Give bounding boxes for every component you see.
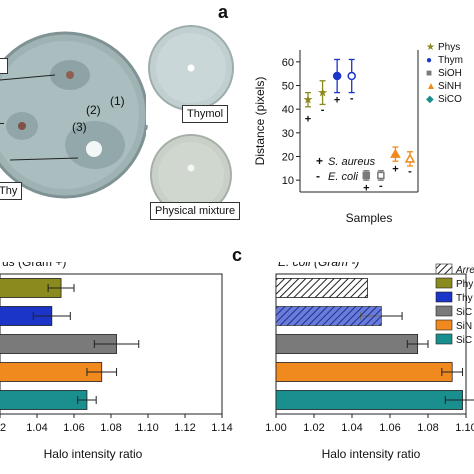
bar-hatch	[276, 306, 382, 326]
e-coli-marker: -	[408, 166, 412, 178]
x-tick-label: 1.14	[211, 422, 232, 434]
y-tick-label: 50	[282, 81, 294, 93]
x-tick-label: 1.08	[100, 422, 121, 434]
legend-swatch	[435, 263, 453, 275]
bar	[275, 278, 368, 298]
gram-positive-bar-chart: 02 1.04 1.06 1.08 1.10 1.12 1.14 Halo intensity…	[0, 262, 233, 461]
x-tick-label: 1.12	[174, 422, 195, 434]
y-tick-label: 40	[282, 104, 294, 116]
legend-symbol: ▲	[426, 81, 436, 92]
bar	[275, 334, 419, 354]
x-tick-label: 1.06	[379, 422, 400, 434]
zone-box-top	[0, 58, 8, 74]
legend-label: SiC	[456, 335, 472, 346]
data-point	[377, 171, 385, 180]
e-coli-marker: -	[379, 180, 383, 192]
physical-mixture-plate-photo	[146, 130, 238, 212]
marker-legend-label: E. coli	[328, 171, 359, 183]
e-coli-marker: -	[350, 92, 354, 104]
y-axis-title: Distance (pixels)	[253, 77, 267, 166]
x-tick-label: 1.10	[455, 422, 474, 434]
zone-label-1: (1)	[110, 94, 125, 108]
gram-negative-bar-chart: 1.00 1.02 1.04 1.06 1.08 1.10 Halo intensity r…	[265, 262, 474, 461]
legend-label: Thym	[438, 55, 463, 66]
marker-legend-symbol: +	[316, 154, 323, 168]
legend-label: SiCO	[438, 94, 462, 105]
x-tick-label: 02	[0, 422, 6, 434]
panel-letter-a: a	[218, 2, 229, 22]
marker-legend-label: S. aureus	[328, 156, 376, 168]
legend-symbol: ★	[426, 42, 435, 53]
legend-label: SiC	[456, 307, 472, 318]
chart-title: E. coli (Gram -)	[278, 262, 359, 269]
panel-letter-c: c	[232, 245, 243, 265]
data-point: ★	[303, 93, 314, 107]
legend-swatch	[435, 333, 453, 345]
legend-label: Phy	[456, 279, 473, 290]
x-tick-label: 1.08	[417, 422, 438, 434]
x-axis-title: Halo intensity ratio	[44, 447, 143, 461]
chart-title: us (Gram +)	[2, 262, 66, 269]
y-tick-label: 20	[282, 152, 294, 164]
legend-symbol: ■	[426, 68, 432, 79]
zone-label-2: (2)	[86, 103, 101, 117]
x-axis-title: Halo intensity ratio	[322, 447, 421, 461]
legend-swatch	[435, 291, 453, 303]
zone-box-mid	[0, 118, 4, 130]
legend-swatch	[435, 319, 453, 331]
x-tick-label: 1.10	[137, 422, 158, 434]
legend-label: Arre	[455, 265, 474, 276]
s-aureus-marker: +	[392, 163, 398, 175]
y-tick-label: 60	[282, 57, 294, 69]
thymol-label: Thymol	[182, 105, 229, 123]
e-coli-marker: -	[321, 104, 325, 116]
legend-swatch	[435, 277, 453, 289]
data-point	[332, 71, 342, 81]
data-point	[347, 71, 356, 81]
bar	[275, 362, 453, 382]
thy-label: Thy	[0, 182, 23, 200]
s-aureus-marker: +	[334, 95, 340, 107]
large-petri-dish-photo	[0, 20, 150, 205]
x-tick-label: 1.06	[63, 422, 84, 434]
x-axis-title: Samples	[346, 211, 393, 225]
data-point	[362, 171, 371, 180]
legend-symbol: ●	[426, 55, 432, 66]
x-tick-label: 1.04	[26, 422, 47, 434]
legend-label: SiNH	[438, 81, 461, 92]
legend-label: Phys	[438, 42, 460, 53]
legend-swatch	[435, 305, 453, 317]
bar	[275, 390, 463, 410]
x-tick-label: 1.04	[341, 422, 362, 434]
s-aureus-marker: +	[363, 182, 369, 194]
bar	[0, 390, 88, 410]
marker-legend-symbol: -	[316, 169, 320, 183]
legend-label: Thy	[456, 293, 473, 304]
data-point: ★	[317, 86, 328, 100]
legend-label: SiOH	[438, 68, 462, 79]
physical-mixture-label: Physical mixture	[150, 202, 241, 220]
x-tick-label: 1.00	[265, 422, 286, 434]
data-point	[404, 153, 416, 163]
s-aureus-marker: +	[305, 114, 311, 126]
data-point	[390, 148, 401, 158]
legend-label: SiN	[456, 321, 472, 332]
zone-label-3: (3)	[72, 120, 87, 134]
y-tick-label: 30	[282, 128, 294, 140]
x-tick-label: 1.02	[303, 422, 324, 434]
y-tick-label: 10	[282, 175, 294, 187]
legend-symbol: ◆	[426, 94, 434, 105]
